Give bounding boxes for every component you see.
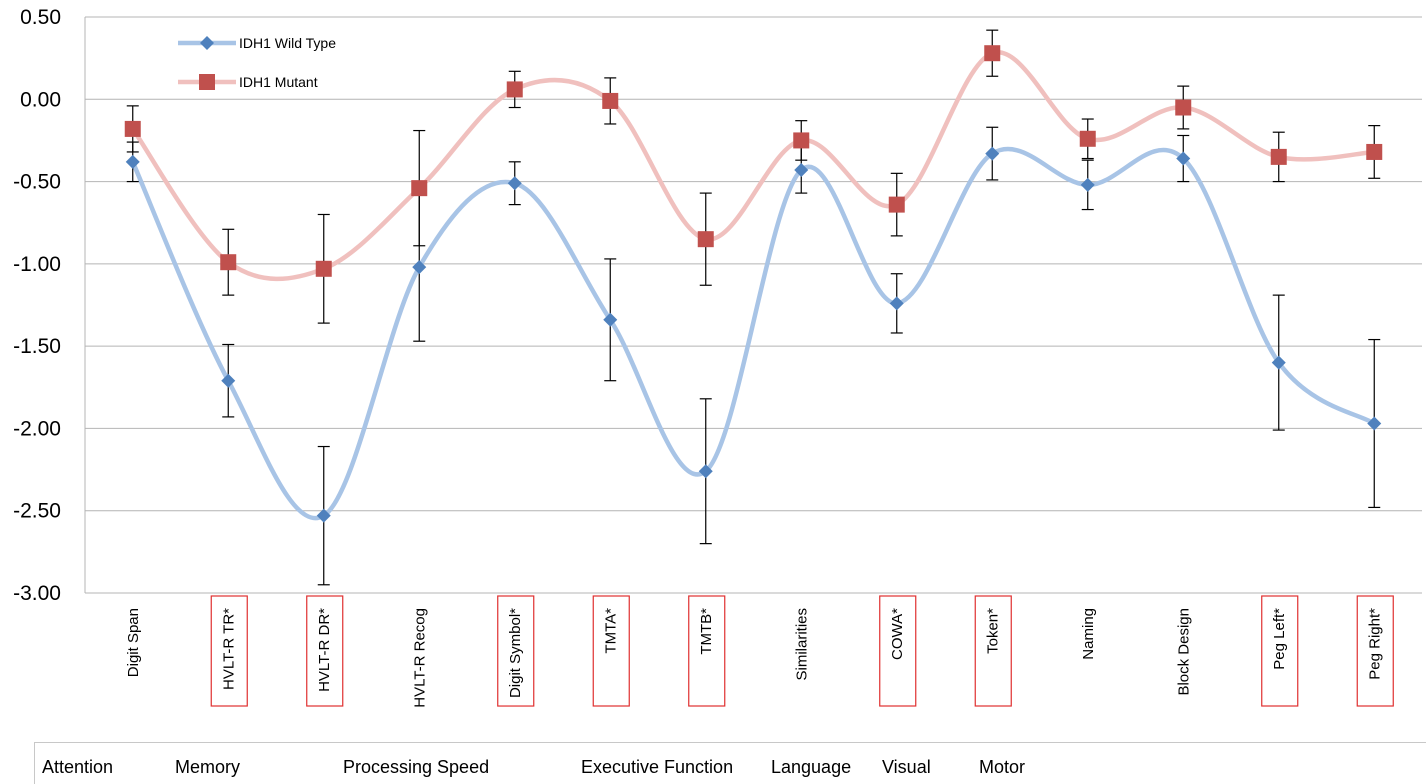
domain-label: Attention [42, 757, 114, 777]
legend-swatch-marker [200, 36, 214, 50]
legend-swatch-marker [199, 74, 215, 90]
legend-label: IDH1 Mutant [239, 74, 318, 90]
x-tick-label: Peg Left* [1271, 608, 1288, 670]
domain-label: Language [771, 757, 852, 777]
cognitive-domain-bar: Attention Memory Processing Speed Execut… [34, 742, 1426, 784]
significance-box [497, 595, 535, 707]
wild-type-point [1176, 151, 1191, 166]
category-highlight-boxes [210, 595, 1394, 707]
mutant-point [506, 81, 523, 98]
significance-box [592, 595, 630, 707]
series-line [130, 50, 1377, 282]
x-tick-label: TMTB* [698, 608, 715, 655]
x-tick-label: COWA* [889, 608, 906, 660]
mutant-point [124, 120, 141, 137]
wild-type-point [125, 154, 140, 169]
legend-label: IDH1 Wild Type [239, 35, 336, 51]
series-line [130, 146, 1377, 521]
wild-type-point [1080, 177, 1095, 192]
significance-box [974, 595, 1012, 707]
wild-type-point [221, 373, 236, 388]
x-tick-label: Digit Symbol* [507, 608, 524, 698]
domain-label: Memory [175, 757, 241, 777]
mutant-point [1079, 130, 1096, 147]
domain-label: Processing Speed [343, 757, 490, 777]
wild-type-point [316, 508, 331, 523]
significance-box [688, 595, 726, 707]
gridlines [85, 16, 1422, 594]
mutant-point [1366, 143, 1383, 160]
domain-label: Visual [882, 757, 931, 777]
significance-box [879, 595, 917, 707]
series-markers [124, 45, 1383, 523]
mutant-point [411, 180, 428, 197]
y-axis: 0.50 0.00 -0.50 -1.00 -1.50 -2.00 -2.50 -3.00 [13, 6, 86, 605]
x-tick-label: TMTA* [602, 608, 619, 654]
significance-box [1356, 595, 1394, 707]
wild-type-point [889, 296, 904, 311]
significance-box [1261, 595, 1299, 707]
series-lines [130, 50, 1377, 521]
wild-type-point [412, 260, 427, 275]
x-tick-label: Token* [984, 608, 1001, 654]
mutant-point [1175, 99, 1192, 116]
y-tick-label: 0.00 [20, 88, 61, 111]
x-tick-label: Peg Right* [1366, 608, 1383, 680]
x-tick-label: HVLT-R Recog [411, 608, 428, 708]
mutant-point [220, 254, 237, 271]
y-tick-label: -1.00 [13, 253, 61, 276]
wild-type-point [794, 163, 809, 178]
y-tick-label: -3.00 [13, 582, 61, 605]
mutant-point [793, 132, 810, 149]
y-tick-label: -0.50 [13, 171, 61, 194]
x-tick-label: HVLT-R TR* [220, 608, 237, 690]
wild-type-point [1367, 416, 1382, 431]
significance-box [306, 595, 344, 707]
mutant-point [1270, 148, 1287, 165]
chart: 0.50 0.00 -0.50 -1.00 -1.50 -2.00 -2.50 -3.00 D… [13, 6, 1422, 708]
wild-type-point [985, 146, 1000, 161]
mutant-point [888, 196, 905, 213]
mutant-point [315, 260, 332, 277]
wild-type-point [1271, 355, 1286, 370]
legend: IDH1 Wild Type IDH1 Mutant [178, 35, 336, 90]
wild-type-point [698, 464, 713, 479]
x-tick-label: Digit Span [125, 608, 142, 677]
y-tick-label: -2.00 [13, 417, 61, 440]
x-axis-tick-labels: Digit Span HVLT-R TR* HVLT-R DR* HVLT-R Rec… [125, 608, 1384, 708]
y-tick-label: 0.50 [20, 6, 61, 29]
wild-type-point [603, 312, 618, 327]
wild-type-point [507, 176, 522, 191]
x-tick-label: Block Design [1175, 608, 1192, 696]
x-tick-label: HVLT-R DR* [316, 608, 333, 692]
x-tick-label: Naming [1080, 608, 1097, 660]
domain-label: Motor [979, 757, 1026, 777]
domain-label: Executive Function [581, 757, 734, 777]
mutant-point [984, 45, 1001, 62]
error-bars [126, 29, 1381, 586]
significance-box [210, 595, 248, 707]
y-tick-label: -2.50 [13, 500, 61, 523]
x-tick-label: Similarities [793, 608, 810, 681]
y-tick-label: -1.50 [13, 335, 61, 358]
mutant-point [602, 92, 619, 109]
mutant-point [697, 231, 714, 248]
